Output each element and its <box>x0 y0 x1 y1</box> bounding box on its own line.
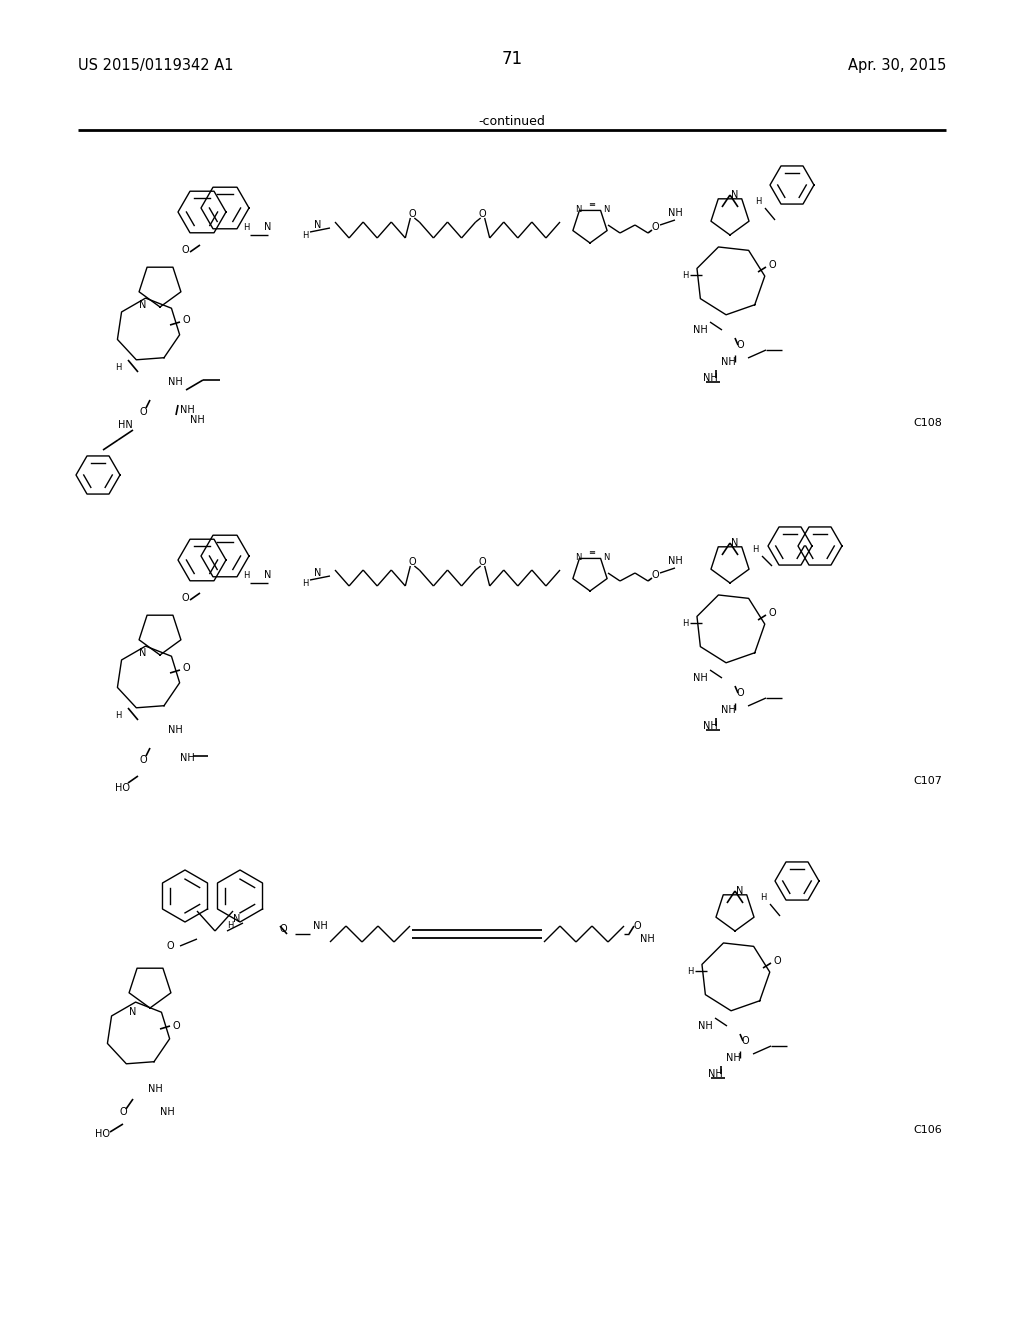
Text: N: N <box>139 300 146 310</box>
Text: H: H <box>227 921 233 931</box>
Text: N: N <box>731 190 738 201</box>
Text: N: N <box>736 886 743 896</box>
Text: Apr. 30, 2015: Apr. 30, 2015 <box>848 58 946 73</box>
Text: NH: NH <box>160 1107 175 1117</box>
Text: NH: NH <box>721 356 735 367</box>
Text: H: H <box>243 570 250 579</box>
Text: HO: HO <box>116 783 130 793</box>
Text: ≡: ≡ <box>589 201 596 210</box>
Text: N: N <box>603 553 609 561</box>
Text: N: N <box>264 570 271 579</box>
Text: O: O <box>736 688 743 698</box>
Text: NH: NH <box>190 414 205 425</box>
Text: N: N <box>731 539 738 548</box>
Text: H: H <box>682 619 688 627</box>
Text: H: H <box>243 223 250 231</box>
Text: O: O <box>280 924 287 935</box>
Text: O: O <box>479 557 486 568</box>
Text: O: O <box>409 557 416 568</box>
Text: C106: C106 <box>913 1125 942 1135</box>
Text: -continued: -continued <box>478 115 546 128</box>
Text: NH: NH <box>668 556 682 566</box>
Text: N: N <box>129 1007 136 1016</box>
Text: HO: HO <box>95 1129 111 1139</box>
Text: NH: NH <box>708 1069 722 1078</box>
Text: O: O <box>139 755 146 766</box>
Text: N: N <box>233 913 241 924</box>
Text: H: H <box>302 578 308 587</box>
Text: O: O <box>741 1036 749 1045</box>
Text: H: H <box>115 711 121 721</box>
Text: O: O <box>181 246 188 255</box>
Text: N: N <box>574 205 582 214</box>
Text: O: O <box>182 315 189 325</box>
Text: O: O <box>181 593 188 603</box>
Text: O: O <box>182 663 189 673</box>
Text: NH: NH <box>168 378 182 387</box>
Text: H: H <box>755 198 761 206</box>
Text: O: O <box>768 260 776 271</box>
Text: US 2015/0119342 A1: US 2015/0119342 A1 <box>78 58 233 73</box>
Text: NH: NH <box>692 325 708 335</box>
Text: NH: NH <box>312 921 328 931</box>
Text: O: O <box>768 609 776 618</box>
Text: N: N <box>314 220 322 230</box>
Text: O: O <box>651 222 658 232</box>
Text: O: O <box>172 1020 180 1031</box>
Text: ≡: ≡ <box>589 549 596 557</box>
Text: O: O <box>139 407 146 417</box>
Text: H: H <box>687 966 693 975</box>
Text: O: O <box>409 209 416 219</box>
Text: H: H <box>115 363 121 372</box>
Text: H: H <box>682 271 688 280</box>
Text: NH: NH <box>721 705 735 715</box>
Text: O: O <box>736 341 743 350</box>
Text: N: N <box>603 205 609 214</box>
Text: O: O <box>651 570 658 579</box>
Text: H: H <box>752 545 758 554</box>
Text: O: O <box>773 956 781 966</box>
Text: NH: NH <box>702 721 718 731</box>
Text: NH: NH <box>702 374 718 383</box>
Text: C108: C108 <box>913 418 942 429</box>
Text: H: H <box>760 894 766 903</box>
Text: N: N <box>574 553 582 561</box>
Text: N: N <box>264 222 271 232</box>
Text: O: O <box>479 209 486 219</box>
Text: NH: NH <box>148 1084 163 1094</box>
Text: NH: NH <box>180 405 195 414</box>
Text: NH: NH <box>668 209 682 218</box>
Text: O: O <box>166 941 174 950</box>
Text: NH: NH <box>168 725 182 735</box>
Text: NH: NH <box>180 752 195 763</box>
Text: N: N <box>139 648 146 657</box>
Text: NH: NH <box>726 1053 740 1063</box>
Text: NH: NH <box>640 935 654 944</box>
Text: O: O <box>119 1107 127 1117</box>
Text: HN: HN <box>118 420 133 430</box>
Text: N: N <box>314 568 322 578</box>
Text: NH: NH <box>697 1020 713 1031</box>
Text: O: O <box>633 921 641 931</box>
Text: 71: 71 <box>502 50 522 69</box>
Text: NH: NH <box>692 673 708 682</box>
Text: H: H <box>302 231 308 239</box>
Text: C107: C107 <box>913 776 942 787</box>
